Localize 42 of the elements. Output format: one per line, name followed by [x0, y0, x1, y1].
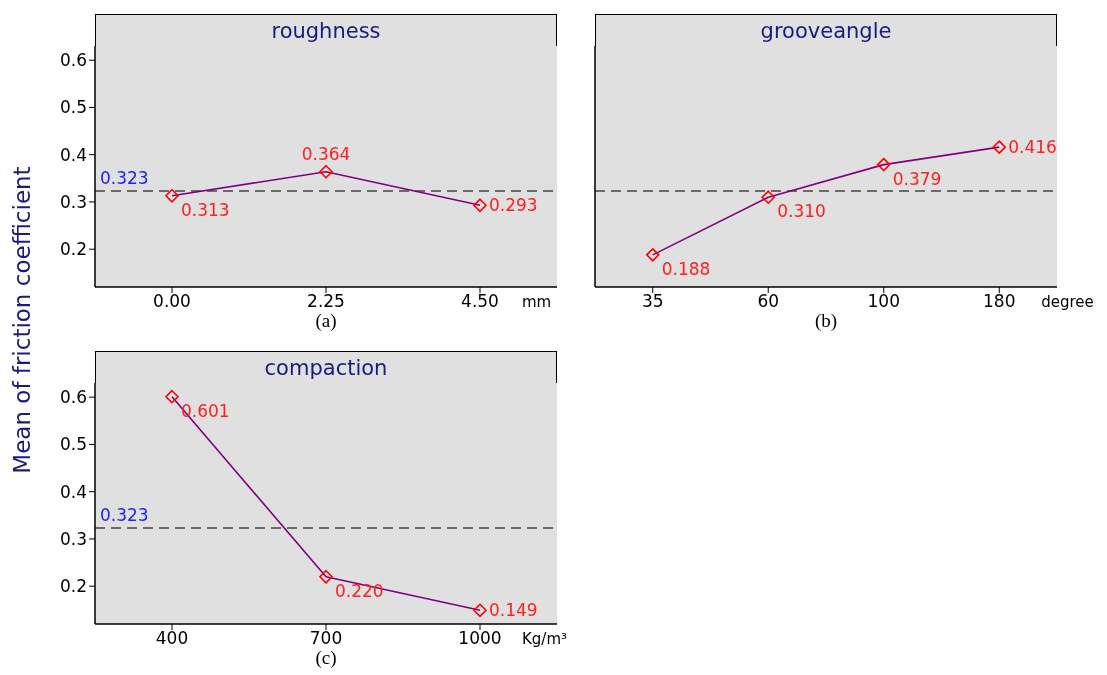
x-tick-label: 700	[309, 628, 343, 649]
chart-title: grooveangle	[595, 14, 1057, 46]
y-tick-label: 0.3	[59, 528, 87, 549]
data-label: 0.293	[489, 195, 538, 216]
y-axis-title: Mean of friction coefficient	[9, 166, 35, 474]
text: (b)	[813, 310, 839, 332]
y-tick-label: 0.5	[59, 434, 87, 455]
data-label: 0.188	[661, 258, 711, 279]
x-tick-label: 60	[757, 291, 780, 312]
data-label: 0.220	[335, 580, 384, 601]
x-tick-label: 4.50	[461, 291, 499, 312]
text: (a)	[314, 310, 338, 332]
chart-title: compaction	[95, 351, 557, 383]
x-tick-label: 180	[983, 291, 1016, 312]
x-tick-label: 100	[867, 291, 900, 312]
y-tick-label: 0.5	[59, 97, 87, 118]
x-tick-label: 35	[641, 291, 664, 312]
x-axis-title: mm	[522, 293, 552, 311]
data-label: 0.379	[892, 168, 942, 189]
chart-title: roughness	[95, 14, 557, 46]
x-tick-label: 0.00	[153, 291, 191, 312]
text: (c)	[314, 647, 338, 669]
data-label: 0.601	[181, 400, 230, 421]
x-tick-label: 1000	[458, 628, 502, 649]
data-label: 0.364	[301, 143, 351, 164]
y-tick-label: 0.6	[59, 50, 87, 71]
x-axis-title: Kg/m³	[522, 630, 568, 648]
y-tick-label: 0.2	[59, 239, 87, 260]
data-label: 0.310	[777, 201, 826, 222]
data-label: 0.416	[1008, 137, 1057, 158]
y-tick-label: 0.4	[59, 144, 87, 165]
data-label: 0.149	[489, 600, 538, 621]
y-tick-label: 0.2	[59, 576, 87, 597]
x-tick-label: 400	[155, 628, 189, 649]
y-tick-label: 0.6	[59, 387, 87, 408]
x-tick-label: 2.25	[307, 291, 345, 312]
ref-line-label: 0.323	[100, 168, 149, 189]
y-tick-label: 0.3	[59, 191, 87, 212]
x-axis-title: degree	[1041, 293, 1094, 311]
data-label: 0.313	[181, 199, 230, 220]
ref-line-label: 0.323	[100, 505, 149, 526]
y-tick-label: 0.4	[59, 481, 87, 502]
